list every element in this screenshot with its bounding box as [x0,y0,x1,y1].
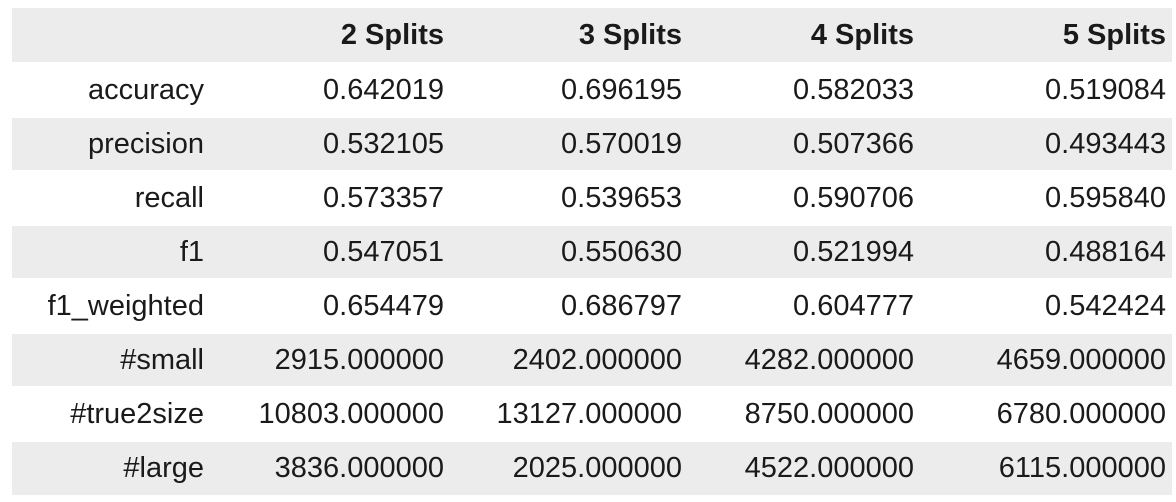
header-corner [12,8,210,63]
table-cell: 2025.000000 [450,440,688,495]
table-cell: 0.521994 [688,224,920,279]
table-cell: 0.550630 [450,224,688,279]
table-cell: 0.642019 [210,62,450,117]
table-cell: 0.547051 [210,224,450,279]
table-cell: 2915.000000 [210,332,450,387]
table-row: precision 0.532105 0.570019 0.507366 0.4… [12,116,1172,171]
table-row: f1_weighted 0.654479 0.686797 0.604777 0… [12,278,1172,333]
table-cell: 0.532105 [210,116,450,171]
table-row: #small 2915.000000 2402.000000 4282.0000… [12,332,1172,387]
table-cell: 0.573357 [210,170,450,225]
row-label: precision [12,116,210,171]
table-cell: 0.654479 [210,278,450,333]
table-cell: 0.696195 [450,62,688,117]
table-cell: 10803.000000 [210,386,450,441]
table-cell: 0.686797 [450,278,688,333]
column-header-2-splits: 2 Splits [210,8,450,63]
table-row: #large 3836.000000 2025.000000 4522.0000… [12,440,1172,495]
table-cell: 2402.000000 [450,332,688,387]
table-cell: 13127.000000 [450,386,688,441]
table-row: f1 0.547051 0.550630 0.521994 0.488164 [12,224,1172,279]
table-cell: 0.582033 [688,62,920,117]
table-row: #true2size 10803.000000 13127.000000 875… [12,386,1172,441]
table-cell: 0.507366 [688,116,920,171]
table-cell: 0.570019 [450,116,688,171]
column-header-4-splits: 4 Splits [688,8,920,63]
table-row: accuracy 0.642019 0.696195 0.582033 0.51… [12,62,1172,117]
column-header-5-splits: 5 Splits [920,8,1172,63]
table-cell: 0.493443 [920,116,1172,171]
table-cell: 4522.000000 [688,440,920,495]
table-cell: 8750.000000 [688,386,920,441]
row-label: #small [12,332,210,387]
table-header-row: 2 Splits 3 Splits 4 Splits 5 Splits [12,8,1172,63]
results-table: 2 Splits 3 Splits 4 Splits 5 Splits accu… [12,8,1172,495]
row-label: #large [12,440,210,495]
table-cell: 0.519084 [920,62,1172,117]
table-cell: 0.590706 [688,170,920,225]
table-cell: 4282.000000 [688,332,920,387]
row-label: f1_weighted [12,278,210,333]
row-label: #true2size [12,386,210,441]
table-cell: 0.595840 [920,170,1172,225]
column-header-3-splits: 3 Splits [450,8,688,63]
table-cell: 4659.000000 [920,332,1172,387]
results-table-container: 2 Splits 3 Splits 4 Splits 5 Splits accu… [12,8,1172,495]
table-cell: 6780.000000 [920,386,1172,441]
row-label: accuracy [12,62,210,117]
table-cell: 3836.000000 [210,440,450,495]
table-row: recall 0.573357 0.539653 0.590706 0.5958… [12,170,1172,225]
table-cell: 0.488164 [920,224,1172,279]
table-cell: 0.542424 [920,278,1172,333]
row-label: recall [12,170,210,225]
row-label: f1 [12,224,210,279]
table-cell: 6115.000000 [920,440,1172,495]
table-cell: 0.604777 [688,278,920,333]
table-cell: 0.539653 [450,170,688,225]
